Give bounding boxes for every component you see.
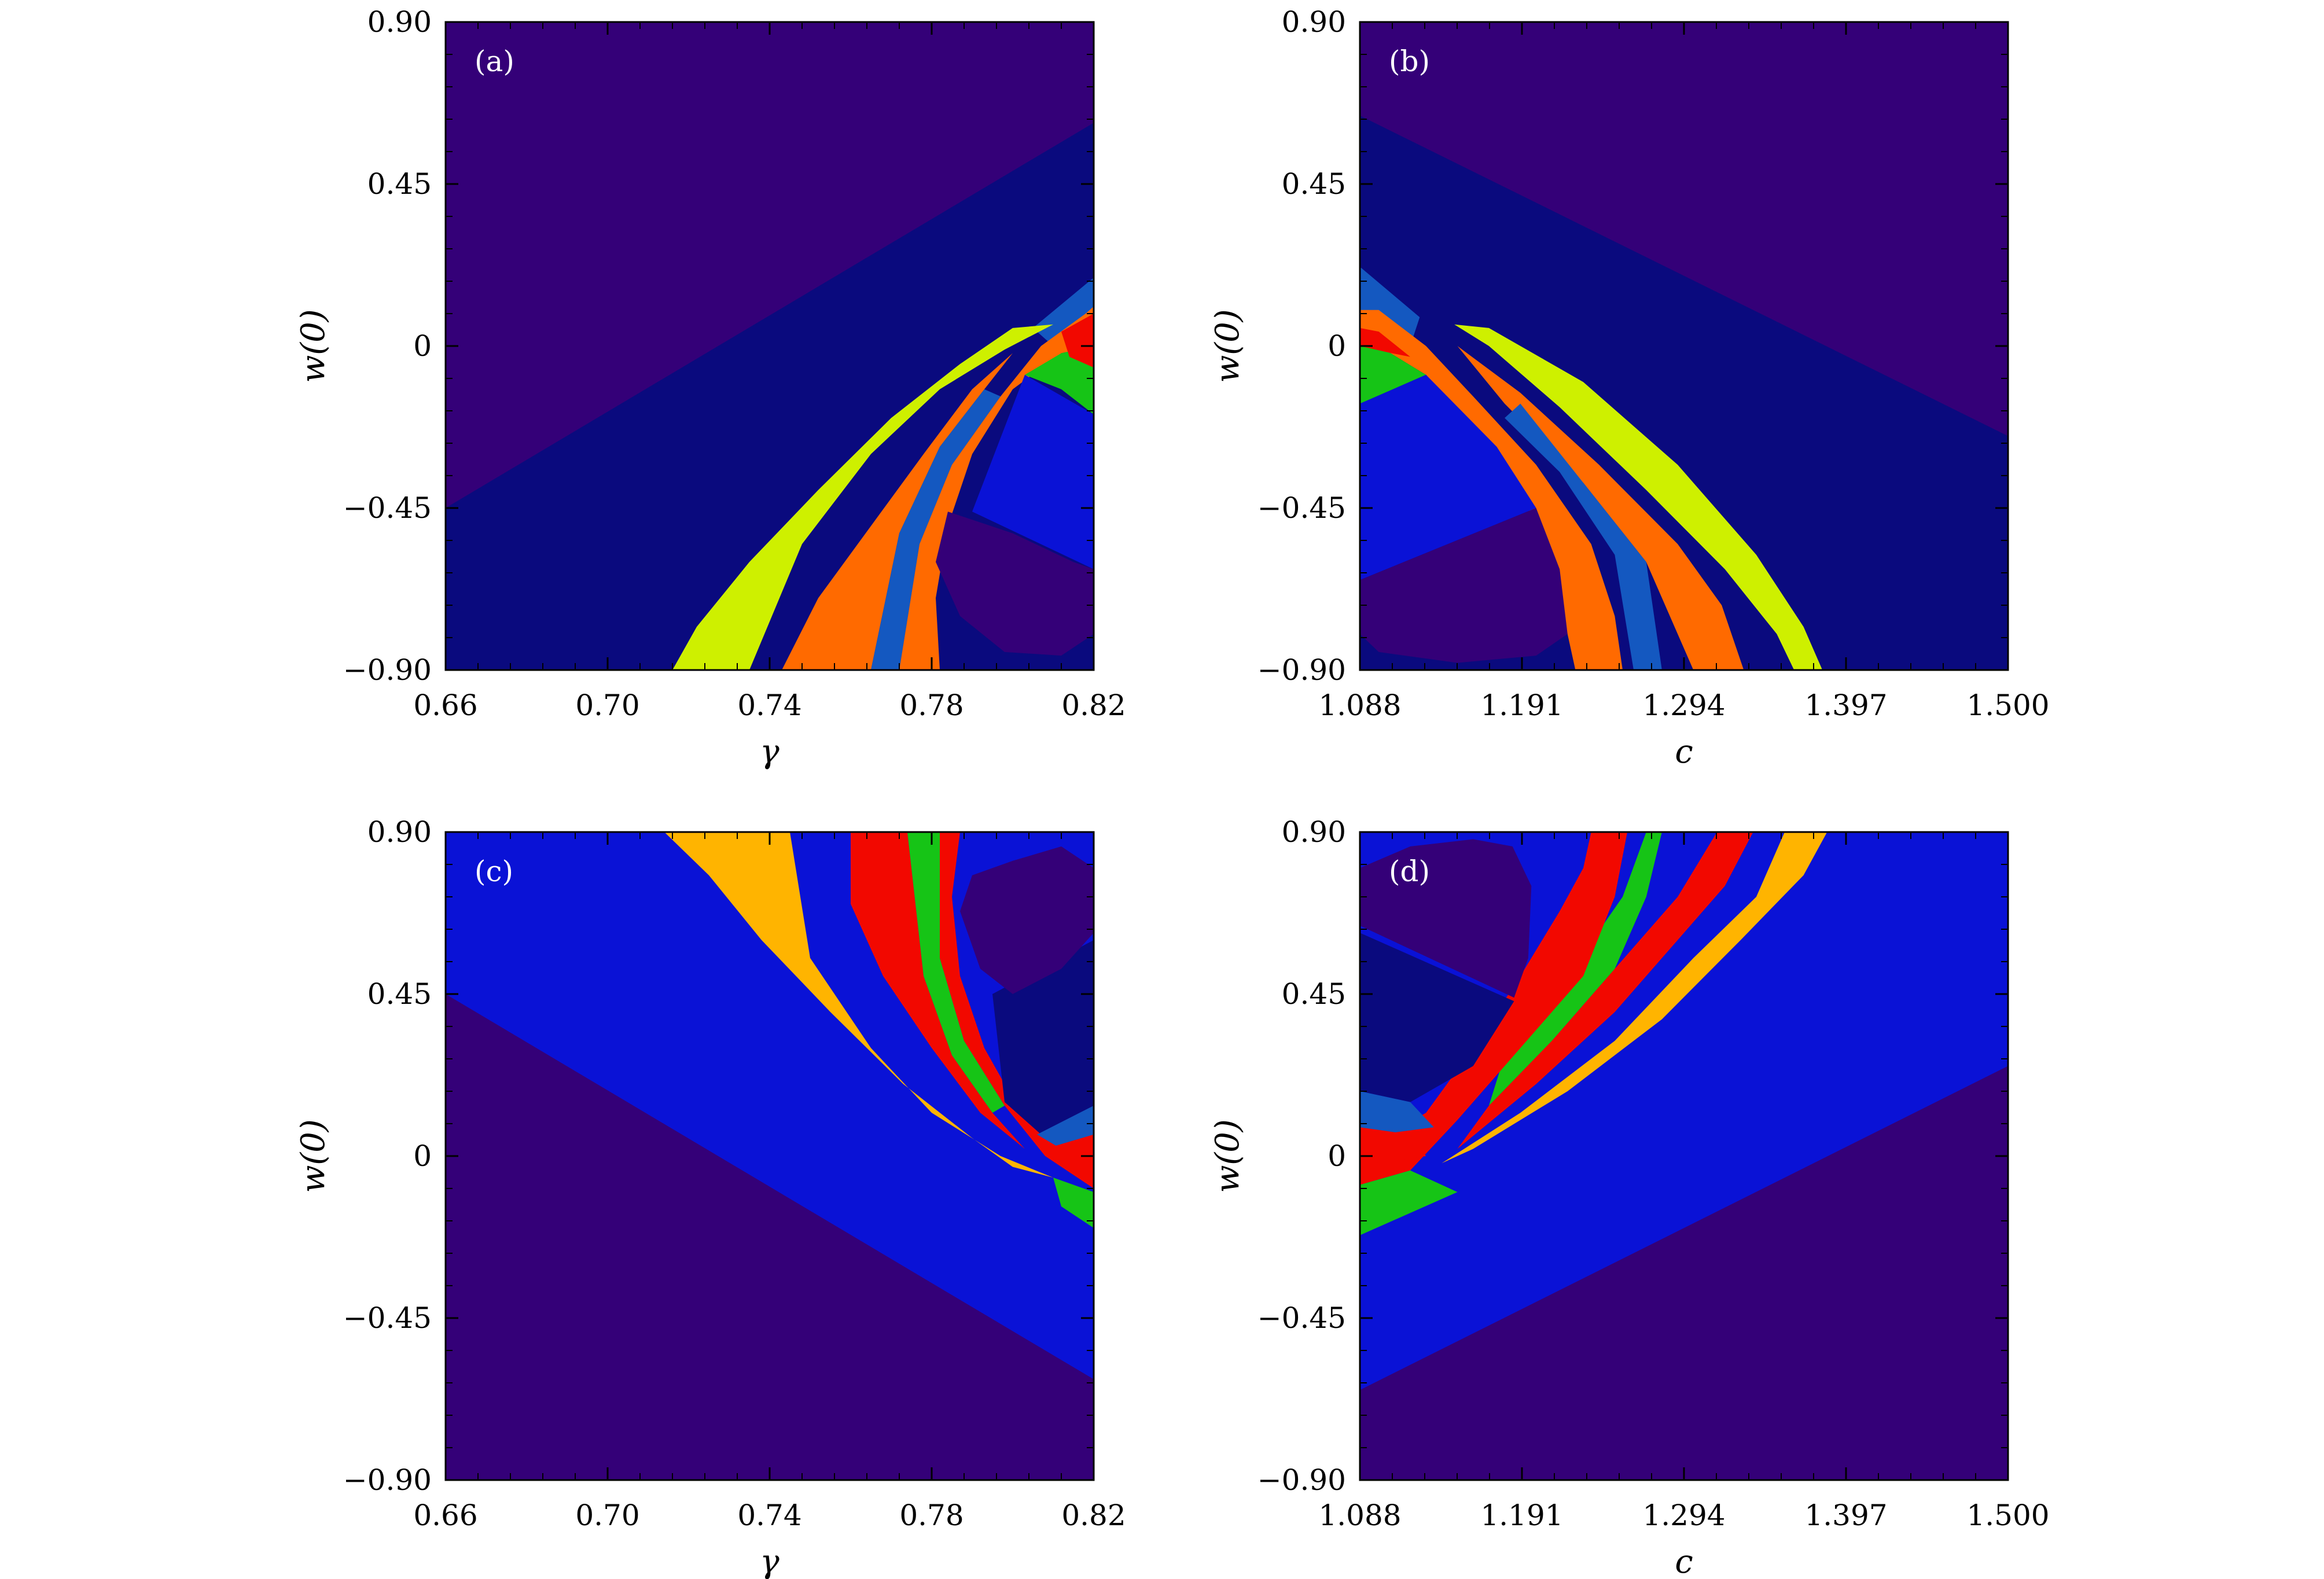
x-tick-label: 0.70	[575, 689, 639, 722]
region-green-7	[1360, 346, 1426, 404]
region-steel_blue-5	[871, 389, 1001, 670]
x-tick-label: 1.088	[1318, 1499, 1401, 1532]
y-tick-label: −0.90	[1257, 653, 1346, 687]
x-tick-label: 1.191	[1480, 1499, 1563, 1532]
region-yellow_orange-2	[1442, 832, 1827, 1164]
plot-area	[446, 22, 1094, 670]
x-tick-label: 1.191	[1480, 689, 1563, 722]
region-red-8	[1045, 1134, 1094, 1182]
x-tick-label: 0.66	[413, 1499, 477, 1532]
region-steel_blue-5	[1505, 403, 1662, 670]
region-red-3	[1457, 832, 1753, 1149]
region-green-7	[1025, 346, 1094, 415]
x-axis-label: c	[1675, 733, 1693, 771]
region-yellow_green-3	[1454, 324, 1823, 670]
y-axis-label: w(0)	[295, 1119, 332, 1192]
x-tick-label: 1.294	[1642, 689, 1725, 722]
panel-a: 0.66 0.70 0.74 0.78 0.82 −0.90 −0.45 0 0.45 0.90 γ…	[295, 5, 1126, 771]
region-yellow_orange-2	[664, 832, 1053, 1178]
region-red-8	[1061, 314, 1094, 368]
x-tick-label: 0.82	[1061, 1499, 1126, 1532]
x-tick-label: 1.500	[1966, 689, 2049, 722]
x-tick-label: 1.294	[1642, 1499, 1725, 1532]
x-tick-label: 1.088	[1318, 689, 1401, 722]
y-tick-label: 0.45	[1282, 167, 1346, 201]
y-tick-label: 0.90	[1282, 815, 1346, 849]
y-tick-label: 0.90	[1282, 5, 1346, 39]
region-background-10	[960, 846, 1094, 994]
y-tick-label: −0.45	[1257, 1301, 1346, 1335]
y-tick-label: −0.45	[1257, 491, 1346, 525]
panel-d: 1.088 1.191 1.294 1.397 1.500 −0.90 −0.45 0 0.45…	[1209, 815, 2050, 1579]
region-red-8	[1360, 1127, 1426, 1164]
region-green-9	[1360, 1170, 1458, 1235]
plot-area	[1360, 22, 2008, 670]
x-tick-label: 0.70	[575, 1499, 639, 1532]
x-axis-label: γ	[760, 733, 779, 771]
region-background-10	[1360, 839, 1532, 998]
region-orange-4	[782, 353, 1013, 670]
region-red-3	[851, 832, 1025, 1149]
x-tick-label: 0.82	[1061, 689, 1126, 722]
plot-area	[446, 832, 1094, 1480]
x-axis-label: γ	[760, 1543, 779, 1579]
panel-label: (a)	[475, 45, 514, 78]
y-tick-label: 0.45	[367, 977, 432, 1011]
region-blue-9	[972, 374, 1094, 569]
plot-area	[1360, 832, 2008, 1480]
region-blue-9	[1360, 374, 1536, 580]
x-tick-label: 1.397	[1804, 1499, 1887, 1532]
y-tick-label: −0.90	[343, 1463, 432, 1497]
x-tick-label: 1.500	[1966, 1499, 2049, 1532]
y-axis-label: w(0)	[295, 309, 332, 382]
region-yellow_green-3	[672, 324, 1053, 670]
region-steel_blue-7	[1360, 1091, 1434, 1135]
x-tick-label: 0.78	[899, 689, 964, 722]
panel-label: (d)	[1389, 855, 1430, 888]
y-tick-label: 0	[413, 329, 432, 363]
panel-b: 1.088 1.191 1.294 1.397 1.500 −0.90 −0.45 0 0.45…	[1209, 5, 2050, 771]
y-tick-label: −0.45	[343, 491, 432, 525]
region-red-8	[1360, 327, 1410, 357]
panel-label: (c)	[475, 855, 513, 888]
y-tick-label: 0.45	[367, 167, 432, 201]
region-red-5	[1360, 832, 1628, 1185]
region-background-10	[936, 511, 1094, 656]
region-green-4	[907, 832, 1005, 1113]
x-tick-label: 0.66	[413, 689, 477, 722]
region-background-10	[1360, 508, 1568, 663]
y-tick-label: 0	[1328, 1139, 1346, 1173]
y-axis-label: w(0)	[1209, 1119, 1246, 1192]
x-axis-label: c	[1675, 1543, 1693, 1579]
y-tick-label: 0.45	[1282, 977, 1346, 1011]
y-tick-label: 0	[413, 1139, 432, 1173]
panel-label: (b)	[1389, 45, 1430, 78]
y-tick-label: 0.90	[367, 5, 432, 39]
panel-c: 0.66 0.70 0.74 0.78 0.82 −0.90 −0.45 0 0.45 0.90 γ…	[295, 815, 1126, 1579]
region-green-9	[1053, 1177, 1094, 1228]
y-axis-label: w(0)	[1209, 309, 1246, 382]
x-tick-label: 0.78	[899, 1499, 964, 1532]
y-tick-label: 0.90	[367, 815, 432, 849]
y-tick-label: −0.90	[1257, 1463, 1346, 1497]
region-dark_blue-6	[1360, 933, 1514, 1102]
x-tick-label: 0.74	[737, 689, 801, 722]
x-tick-label: 1.397	[1804, 689, 1887, 722]
y-tick-label: 0	[1328, 329, 1346, 363]
y-tick-label: −0.45	[343, 1301, 432, 1335]
region-steel_blue-7	[1037, 1105, 1094, 1149]
y-tick-label: −0.90	[343, 653, 432, 687]
x-tick-label: 0.74	[737, 1499, 801, 1532]
